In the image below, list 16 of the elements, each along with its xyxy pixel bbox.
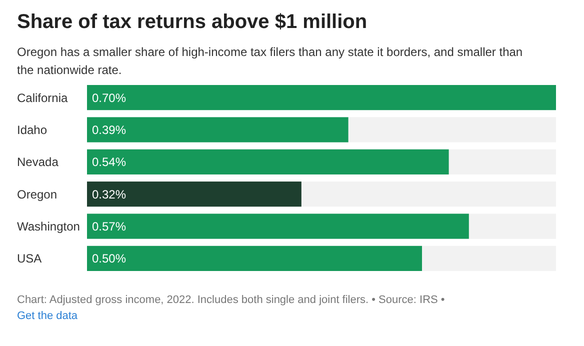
data-label: 0.50% xyxy=(92,252,126,266)
y-tick-label: Oregon xyxy=(17,187,58,202)
y-tick-label: California xyxy=(17,90,68,105)
text: Chart: Adjusted gross income, 2022. Includes both single and joint filers. • Source: IRS • xyxy=(17,294,445,306)
y-tick-label: Washington xyxy=(17,219,80,234)
data-label: 0.39% xyxy=(92,122,126,137)
chart-title: Share of tax returns above $1 million xyxy=(17,11,368,33)
data-label: 0.70% xyxy=(92,90,126,105)
data-label: 0.54% xyxy=(92,155,126,170)
y-tick-label: USA xyxy=(17,252,42,266)
chart-subtitle: Oregon has a smaller share of high-income tax filers than any state it borders, and smaller than the nationwide rate. xyxy=(17,45,523,77)
y-tick-label: Nevada xyxy=(17,155,59,170)
y-tick-label: Idaho xyxy=(17,122,48,137)
text: Get the data xyxy=(17,310,78,322)
data-label: 0.32% xyxy=(92,187,126,202)
data-label: 0.57% xyxy=(92,219,126,234)
